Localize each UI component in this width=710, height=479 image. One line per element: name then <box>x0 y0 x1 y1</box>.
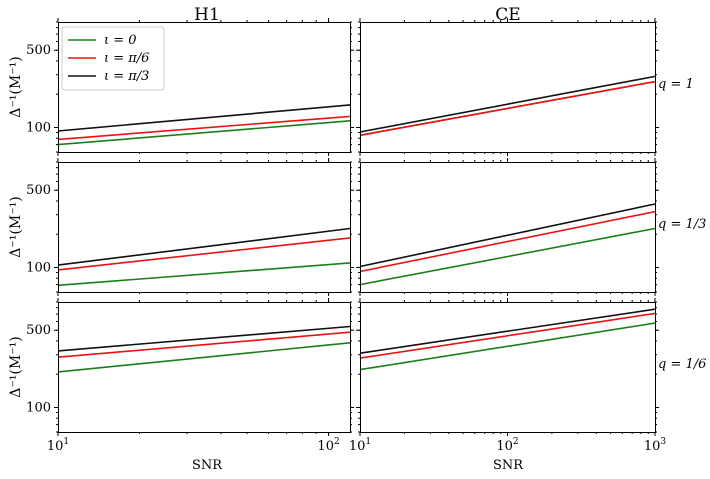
xtick-label-ce-10: 101 <box>349 437 371 454</box>
ytick-label-500: 500 <box>26 43 51 58</box>
ytick-label-100: 100 <box>26 120 51 135</box>
legend-label-iota-0: ι = 0 <box>104 33 137 48</box>
panel-r3-h1-series-0 <box>57 342 351 373</box>
xtick-label-ce-1000: 103 <box>644 437 667 454</box>
panel-r3-h1-frame <box>58 302 351 433</box>
ytick-label-500: 500 <box>26 183 51 198</box>
x-axis-label-ce: SNR <box>493 458 524 473</box>
panel-r3-ce-series-2 <box>359 308 656 354</box>
legend-label-iota-pi-3: ι = π/3 <box>104 69 149 84</box>
panel-r3-h1-series-2 <box>57 325 351 352</box>
y-axis-label-row2: Δ⁻¹(M⁻¹) <box>8 196 24 257</box>
panel-r2-h1-series-2 <box>57 227 351 266</box>
xtick-label-ce-100: 102 <box>496 437 518 454</box>
ytick-label-500: 500 <box>26 323 51 338</box>
xtick-label-h1-100: 102 <box>317 437 339 454</box>
panel-r1-ce-frame <box>360 22 656 153</box>
xtick-label-h1-10: 101 <box>47 437 69 454</box>
panel-r2-ce-series-0 <box>359 227 656 286</box>
panel-r3-ce-series-1 <box>359 312 656 359</box>
panel-r2-h1-series-0 <box>57 262 351 287</box>
panel-r1-h1-series-1 <box>57 115 351 141</box>
panel-r3-h1-series-1 <box>57 331 351 358</box>
ytick-label-100: 100 <box>26 400 51 415</box>
panels: 100 500 100 500 100 500 101 102 101 102 103 <box>26 18 666 454</box>
panel-r3-ce-series-0 <box>359 322 656 371</box>
panel-r2-ce-series-1 <box>359 210 656 273</box>
y-axis-label-row1: Δ⁻¹(M⁻¹) <box>8 56 24 117</box>
panel-r2-h1-frame <box>58 162 351 293</box>
panel-r2-h1-series-1 <box>57 237 351 271</box>
panel-r2-ce-frame <box>360 162 656 293</box>
panel-r1-h1-series-2 <box>57 104 351 132</box>
panel-r1-h1-frame <box>58 22 351 153</box>
panel-r1-ce-series-2 <box>359 75 656 133</box>
row-label-q1-6: q = 1/6 <box>658 357 706 372</box>
panel-r2-ce-series-2 <box>359 203 656 268</box>
panel-r1-h1-series-0 <box>57 120 351 146</box>
y-axis-label-row3: Δ⁻¹(M⁻¹) <box>8 336 24 397</box>
column-title-ce: CE <box>495 5 520 25</box>
legend: ι = 0 ι = π/6 ι = π/3 <box>61 26 165 91</box>
legend-box <box>61 26 165 91</box>
legend-label-iota-pi-6: ι = π/6 <box>104 51 149 66</box>
ytick-label-100: 100 <box>26 260 51 275</box>
panel-r1-ce-series-1 <box>359 80 656 137</box>
column-title-h1: H1 <box>194 5 220 25</box>
row-label-q1: q = 1 <box>658 77 694 92</box>
x-axis-label-h1: SNR <box>192 458 223 473</box>
panel-r3-ce-frame <box>360 302 656 433</box>
row-label-q1-3: q = 1/3 <box>658 217 706 232</box>
